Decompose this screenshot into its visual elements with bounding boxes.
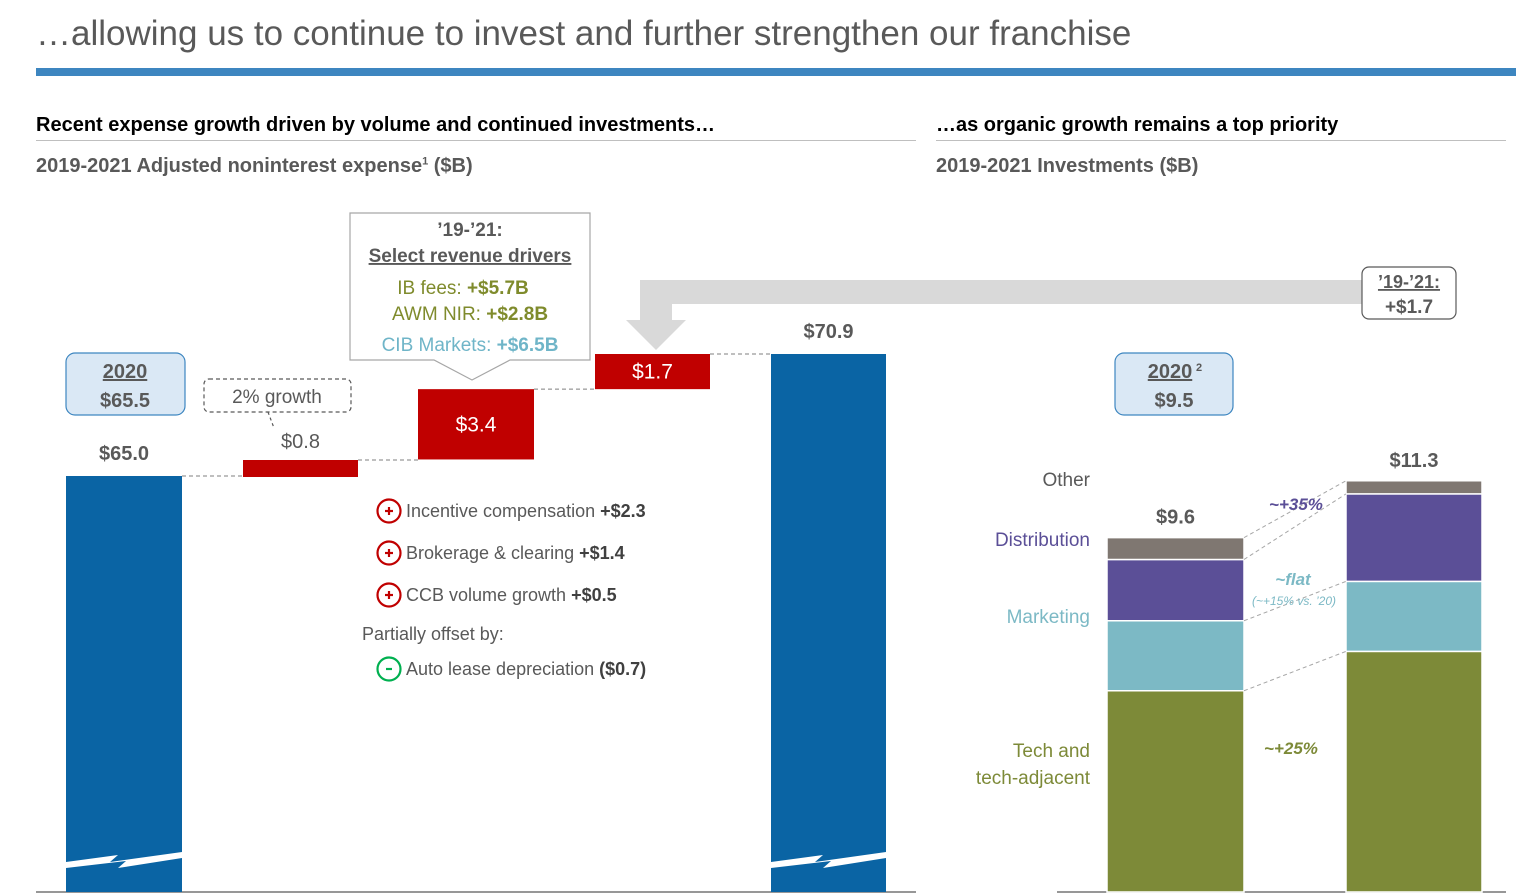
waterfall-bar-3	[595, 354, 710, 390]
offsets-list: Auto lease depreciation ($0.7)	[376, 655, 646, 683]
box-2020-year: 2020	[103, 361, 148, 383]
page-title: …allowing us to continue to invest and f…	[36, 14, 1132, 53]
axis-break-4	[771, 852, 886, 868]
box-2020-inv-sup: 2	[1196, 362, 1202, 374]
right-section-rule	[936, 140, 1506, 141]
stacked-segment-0-2	[1106, 558, 1245, 622]
title-rule	[36, 68, 1516, 76]
investment-link-arrow	[626, 280, 1362, 350]
footnote-marker: 1	[422, 155, 429, 168]
left-chart-subtitle: 2019-2021 Adjusted noninterest expense1 …	[36, 155, 473, 178]
stacked-connector-1	[1243, 580, 1347, 622]
marketing-growth-note: (~+15% vs. ’20)	[1252, 594, 1336, 608]
plus-circle-icon	[376, 582, 406, 608]
waterfall-label-4: $70.9	[803, 321, 853, 343]
box-2020-inv-year: 2020	[1148, 361, 1193, 383]
driver-item: Brokerage & clearing +$1.4	[376, 532, 646, 574]
driver-item: Incentive compensation +$2.3	[376, 490, 646, 532]
box-2020-investments: 2020 2 $9.5	[1114, 352, 1234, 416]
stacked-investment-chart: $9.6 $11.3 Tech and tech-adjacent Marketing D…	[976, 450, 1506, 893]
callout-header: Select revenue drivers	[369, 246, 572, 267]
left-subtitle-text: 2019-2021 Adjusted noninterest expense	[36, 155, 423, 177]
waterfall-chart: $65.0 $0.8 $3.4 $1.7 $70.9	[36, 321, 916, 893]
distribution-growth-label: ~+35%	[1269, 495, 1323, 514]
plus-circle-icon	[376, 498, 406, 524]
plus-circle-icon	[376, 540, 406, 566]
right-chart-subtitle: 2019-2021 Investments ($B)	[936, 155, 1199, 177]
callout-period: ’19-’21:	[437, 220, 502, 241]
box-2020-inv-value: $9.5	[1155, 390, 1194, 412]
stacked-total-0: $9.6	[1156, 507, 1195, 529]
series-label-other: Other	[1042, 470, 1090, 491]
driver-label: CCB volume growth	[406, 584, 572, 605]
box-2020-expense: 2020 $65.5	[65, 352, 186, 416]
offset-value: ($0.7)	[599, 658, 647, 679]
series-label-tech-and-tech-adjacent: Tech and tech-adjacent	[976, 741, 1091, 789]
driver-item: CCB volume growth +$0.5	[376, 574, 646, 616]
stacked-total-1: $11.3	[1390, 450, 1439, 472]
left-section-heading: Recent expense growth driven by volume a…	[36, 114, 716, 136]
waterfall-label-0: $65.0	[99, 443, 149, 465]
waterfall-label-1: $0.8	[281, 431, 320, 453]
axis-break-0	[66, 852, 182, 868]
stacked-segment-1-3	[1345, 480, 1483, 495]
callout-line-cib-markets: CIB Markets: +$6.5B	[382, 335, 559, 356]
change-box-period: ’19-’21:	[1378, 272, 1440, 292]
stacked-connector-3	[1243, 480, 1347, 539]
growth-note-text: 2% growth	[232, 387, 322, 408]
series-label-distribution: Distribution	[995, 530, 1090, 551]
minus-circle-icon	[376, 656, 406, 682]
series-label-marketing: Marketing	[1007, 607, 1090, 628]
stacked-segment-0-1	[1106, 620, 1245, 692]
revenue-drivers-callout: ’19-’21: Select revenue drivers IB fees:…	[349, 212, 591, 381]
offset-item: Auto lease depreciation ($0.7)	[376, 655, 646, 683]
stacked-connector-0	[1243, 650, 1347, 692]
offset-label: Auto lease depreciation	[406, 658, 600, 679]
tech-growth-label: ~+25%	[1264, 739, 1318, 758]
left-subtitle-unit: ($B)	[428, 155, 473, 177]
offset-label: Partially offset by:	[362, 624, 504, 644]
driver-value: +$1.4	[579, 542, 625, 563]
stacked-connector-2	[1243, 493, 1347, 560]
waterfall-bar-0	[66, 476, 182, 892]
box-2020-value: $65.5	[100, 390, 150, 412]
marketing-growth-label: ~flat	[1275, 570, 1312, 589]
stacked-segment-1-2	[1345, 493, 1483, 583]
waterfall-label-3: $1.7	[632, 361, 673, 384]
right-section-heading: …as organic growth remains a top priorit…	[936, 114, 1339, 136]
stacked-segment-0-0	[1106, 690, 1245, 893]
waterfall-label-2: $3.4	[456, 413, 497, 436]
growth-note: 2% growth	[203, 378, 352, 429]
waterfall-bar-2	[418, 389, 534, 460]
callout-line-ib-fees: IB fees: +$5.7B	[397, 278, 529, 299]
driver-label: Incentive compensation	[406, 500, 601, 521]
change-box-value: +$1.7	[1385, 297, 1433, 318]
left-section-rule	[36, 140, 916, 141]
driver-label: Brokerage & clearing	[406, 542, 580, 563]
driver-value: +$2.3	[600, 500, 646, 521]
expense-drivers-list: Incentive compensation +$2.3 Brokerage & …	[376, 490, 646, 616]
callout-line-awm-nir: AWM NIR: +$2.8B	[392, 304, 548, 325]
stacked-segment-1-0	[1345, 650, 1483, 893]
stacked-segment-0-3	[1106, 536, 1245, 561]
investment-change-box: ’19-’21: +$1.7	[1361, 266, 1457, 320]
waterfall-bar-4	[771, 354, 886, 892]
waterfall-bar-1	[243, 460, 358, 477]
driver-value: +$0.5	[571, 584, 617, 605]
stacked-segment-1-1	[1345, 580, 1483, 653]
